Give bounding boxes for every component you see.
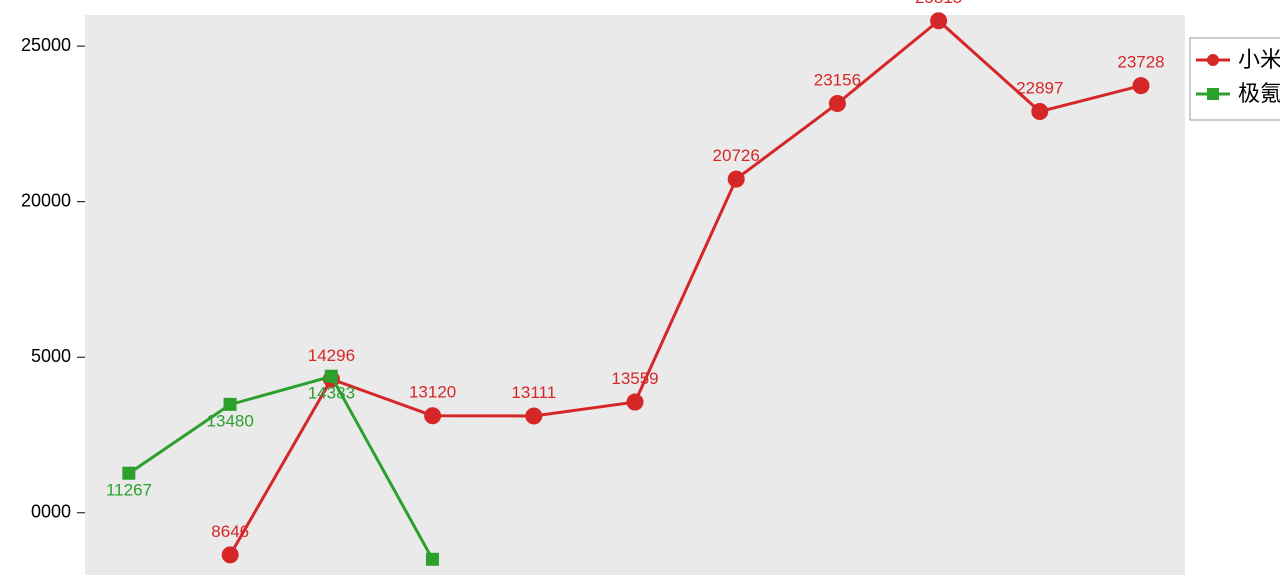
series-marker <box>728 171 744 187</box>
series-data-label: 23728 <box>1117 53 1164 72</box>
series-data-label: 14296 <box>308 346 355 365</box>
series-marker <box>325 370 337 382</box>
series-data-label: 14383 <box>308 383 355 402</box>
series-marker <box>829 95 845 111</box>
series-data-label: 13559 <box>611 369 658 388</box>
series-data-label: 13120 <box>409 383 456 402</box>
series-marker <box>1032 104 1048 120</box>
y-tick-label: 25000 <box>21 35 71 55</box>
legend: 小米极氪 <box>1190 38 1280 120</box>
series-marker <box>426 553 438 565</box>
legend-label: 小米 <box>1238 47 1280 72</box>
series-marker <box>1133 78 1149 94</box>
series-data-label: 23156 <box>814 70 861 89</box>
series-marker <box>224 398 236 410</box>
y-tick-label: 0000 <box>31 502 71 522</box>
chart-svg: 0000 5000 20000 25000 8646 14296 13120 13111 135… <box>0 0 1280 586</box>
series-data-label: 11267 <box>106 480 152 499</box>
series-data-label: 8646 <box>211 522 249 541</box>
series-data-label: 13480 <box>207 412 254 431</box>
series-marker <box>425 408 441 424</box>
series-data-label: 13111 <box>511 383 556 402</box>
series-data-label: 25815 <box>915 0 962 7</box>
series-marker <box>627 394 643 410</box>
series-data-label: 20726 <box>713 146 760 165</box>
series-marker <box>931 13 947 29</box>
y-tick-label: 20000 <box>21 190 71 210</box>
series-data-label: 22897 <box>1016 79 1063 98</box>
legend-label: 极氪 <box>1238 81 1280 106</box>
line-chart: 0000 5000 20000 25000 8646 14296 13120 13111 135… <box>0 0 1280 586</box>
y-tick-label: 5000 <box>31 346 71 366</box>
series-marker <box>526 408 542 424</box>
series-marker <box>123 467 135 479</box>
series-marker <box>222 547 238 563</box>
